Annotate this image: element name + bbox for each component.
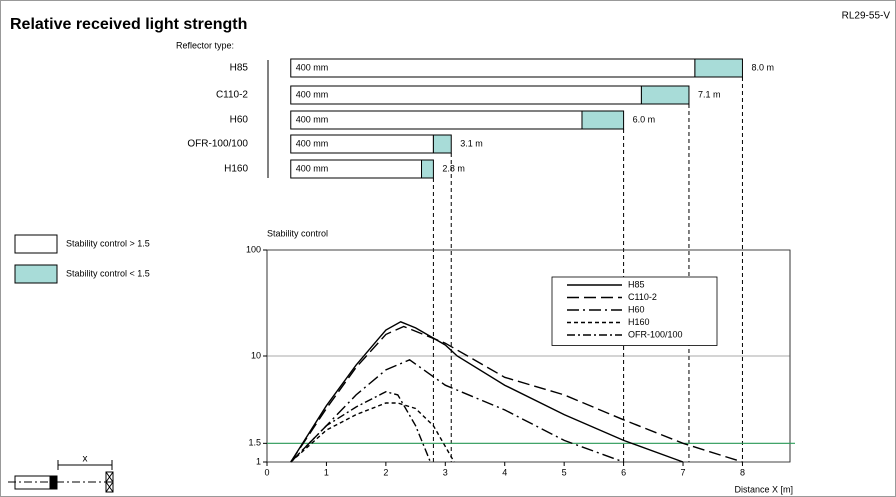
code: RL29-55-V [842,11,891,22]
x-tick-label: 2 [383,467,388,477]
x-tick-label: 6 [621,467,626,477]
title: Relative received light strength [10,16,247,33]
bar [290,85,642,105]
start-label: 400 mm [296,163,329,173]
start-label: 400 mm [296,62,329,72]
x-tick-label: 3 [443,467,448,477]
line-series [290,321,684,463]
category-label: H85 [230,63,249,74]
bar [694,58,743,78]
dimension-label: x [83,454,88,465]
legend-box [551,276,718,346]
legend-label: H60 [628,304,645,314]
subtitle: Reflector type: [176,40,234,50]
bar [290,110,583,130]
bar [421,159,434,179]
y-tick-label: 1.5 [248,438,261,448]
category-label: C110-2 [216,90,248,101]
legend-label: C110-2 [628,292,657,302]
legend-label: Stability control > 1.5 [66,238,150,248]
line-series [290,325,743,463]
x-tick-label: 7 [681,467,686,477]
x-tick-label: 5 [562,467,567,477]
bar [432,134,452,154]
value-label: 7.1 m [698,89,721,99]
line-series [290,359,624,463]
start-label: 400 mm [296,114,329,124]
legend-label: H85 [628,279,645,289]
bar [290,58,696,78]
start-label: 400 mm [296,89,329,99]
x-tick-label: 0 [264,467,269,477]
bar [640,85,690,105]
legend-label: Stability control < 1.5 [66,268,150,278]
legend-label: OFR-100/100 [628,329,683,339]
x-tick-label: 8 [740,467,745,477]
x-tick-label: 1 [324,467,329,477]
value-label: 6.0 m [633,114,656,124]
value-label: 2.8 m [442,163,465,173]
legend-swatch [14,264,58,284]
x-tick-label: 4 [502,467,507,477]
legend-swatch [14,234,58,254]
start-label: 400 mm [296,138,329,148]
y-axis-label: Stability control [267,228,328,238]
value-label: 3.1 m [460,138,483,148]
y-tick-label: 100 [246,244,261,254]
category-label: OFR-100/100 [187,139,248,150]
sensor-icon [8,460,114,493]
y-tick-label: 1 [256,456,261,466]
category-label: H160 [224,164,248,175]
bar [581,110,625,130]
y-tick-label: 10 [251,350,261,360]
reflector-hatch [105,471,114,493]
line-series [290,402,455,463]
line-series [290,390,432,463]
category-label: H60 [230,115,249,126]
value-label: 8.0 m [751,62,774,72]
legend-label: H160 [628,317,650,327]
x-axis-label: Distance X [m] [734,484,793,494]
